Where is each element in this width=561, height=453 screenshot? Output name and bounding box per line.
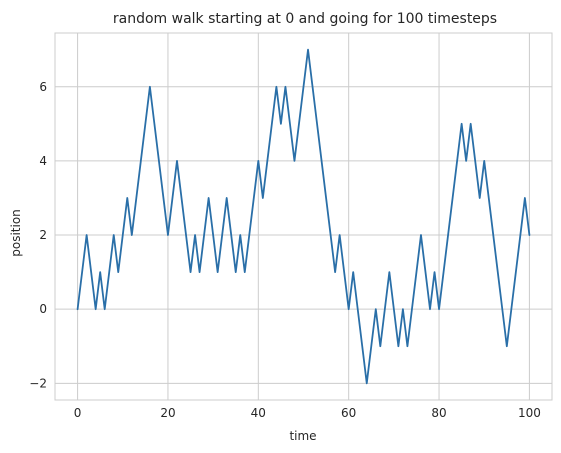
series-group — [76, 48, 531, 385]
y-axis-label: position — [9, 209, 23, 257]
grid — [55, 33, 552, 400]
y-tick-label: 0 — [39, 302, 47, 316]
x-axis-label: time — [289, 429, 316, 443]
y-tick-labels: −2 0 2 4 6 — [29, 80, 47, 391]
y-tick-label: 2 — [39, 228, 47, 242]
x-tick-label: 60 — [341, 406, 356, 420]
plot-frame — [54, 32, 553, 401]
x-tick-label: 40 — [251, 406, 266, 420]
x-tick-label: 100 — [518, 406, 541, 420]
y-tick-label: 6 — [39, 80, 47, 94]
x-tick-labels: 0 20 40 60 80 100 — [74, 406, 541, 420]
chart-title: random walk starting at 0 and going for … — [113, 11, 497, 27]
x-tick-label: 80 — [431, 406, 446, 420]
y-tick-label: −2 — [29, 376, 47, 390]
series-line — [76, 48, 531, 385]
x-tick-label: 20 — [160, 406, 175, 420]
x-tick-label: 0 — [74, 406, 82, 420]
y-tick-label: 4 — [39, 154, 47, 168]
